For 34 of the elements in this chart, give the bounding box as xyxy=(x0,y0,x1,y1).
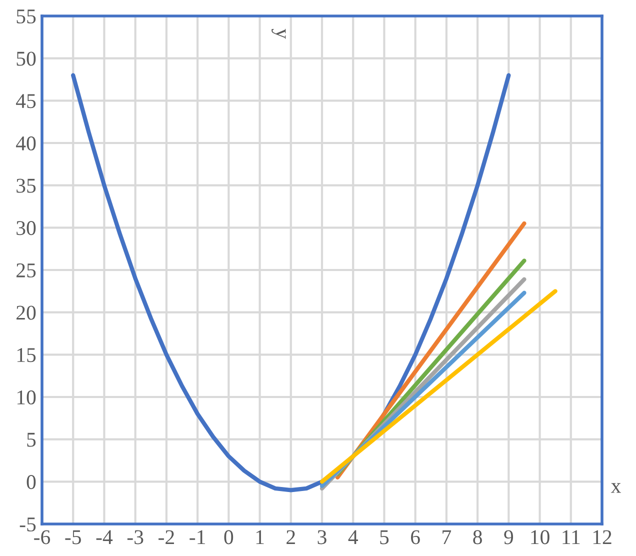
y-tick-label: 15 xyxy=(17,348,36,362)
x-tick-label: 2 xyxy=(286,530,295,544)
x-tick-label: 11 xyxy=(562,530,580,544)
x-tick-label: 3 xyxy=(318,530,326,544)
x-tick-label: 12 xyxy=(593,530,612,544)
y-tick-label: 45 xyxy=(16,94,36,108)
y-tick-label: 25 xyxy=(16,263,36,278)
y-tick-label: 0 xyxy=(26,475,36,490)
x-tick-label: 6 xyxy=(411,530,420,544)
x-tick-label: -2 xyxy=(158,530,174,544)
y-tick-label: 5 xyxy=(27,432,36,447)
x-tick-label: -4 xyxy=(96,530,113,544)
y-tick-label: 50 xyxy=(16,52,36,66)
y-axis-title: y xyxy=(272,28,286,39)
x-tick-label: 0 xyxy=(224,530,234,544)
y-tick-label: 55 xyxy=(16,10,36,24)
x-tick-label: 5 xyxy=(380,530,389,544)
y-tick-label: 40 xyxy=(16,136,36,150)
x-tick-label: 9 xyxy=(504,530,514,544)
y-tick-label: -5 xyxy=(20,518,36,532)
x-tick-label: -6 xyxy=(34,530,50,544)
x-tick-label: 1 xyxy=(256,530,264,544)
x-tick-label: -1 xyxy=(190,530,205,544)
y-tick-label: 10 xyxy=(17,390,36,404)
x-tick-label: 7 xyxy=(442,530,452,544)
x-tick-label: 10 xyxy=(531,530,550,544)
x-tick-label: 8 xyxy=(473,530,482,544)
y-tick-label: 20 xyxy=(16,306,36,320)
x-tick-label: -5 xyxy=(65,530,81,544)
y-tick-label: 35 xyxy=(16,178,36,193)
x-axis-title: x xyxy=(610,483,621,493)
x-tick-label: 4 xyxy=(348,530,358,544)
x-tick-label: -3 xyxy=(127,530,144,544)
y-tick-label: 30 xyxy=(16,221,36,236)
